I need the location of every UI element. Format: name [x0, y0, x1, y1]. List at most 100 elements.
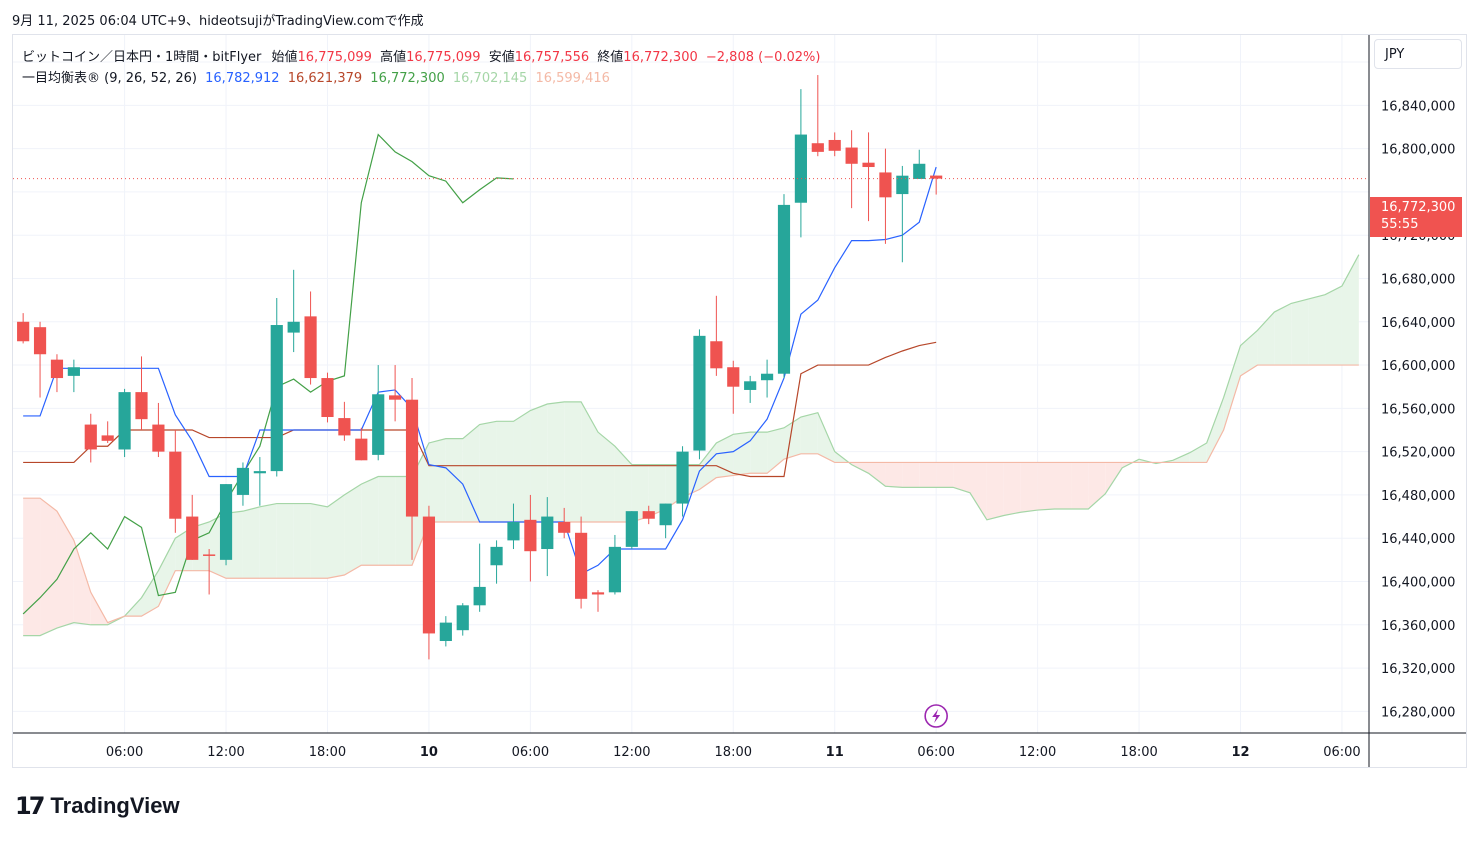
- symbol-name[interactable]: ビットコイン／日本円・1時間・bitFlyer: [22, 50, 262, 65]
- candle-body: [524, 519, 537, 552]
- cloud-segment: [716, 434, 734, 478]
- close-label: 終値: [597, 50, 624, 65]
- cloud-segment: [1054, 462, 1072, 509]
- cloud-segment: [631, 464, 649, 522]
- cloud-segment: [530, 404, 548, 522]
- price-tick-label: 16,560,000: [1381, 402, 1455, 417]
- candle-body: [270, 325, 283, 472]
- change-value: −2,808 (−0.02%): [705, 50, 821, 65]
- candle-body: [608, 546, 622, 593]
- cloud-segment: [564, 401, 582, 522]
- candle-body: [541, 516, 554, 550]
- price-tick-label: 16,480,000: [1381, 489, 1455, 504]
- open-value: 16,775,099: [297, 50, 372, 65]
- cloud-segment: [344, 484, 362, 576]
- currency-selector[interactable]: JPY: [1374, 39, 1462, 69]
- price-tick-label: 16,800,000: [1381, 143, 1455, 158]
- cloud-segment: [598, 432, 615, 522]
- chikou-line: [22, 133, 514, 615]
- candle-body: [862, 162, 875, 168]
- cloud-segment: [378, 476, 396, 566]
- cloud-segment: [767, 427, 784, 474]
- cloud-segment: [1291, 299, 1309, 366]
- cloud-segment: [817, 412, 835, 463]
- price-tick-label: 16,680,000: [1381, 272, 1455, 287]
- last-price-badge: 16,772,300 55:55: [1370, 197, 1462, 237]
- indicator-legend: 一目均衡表® (9, 26, 52, 26) 16,782,912 16,621…: [22, 67, 610, 86]
- candle-body: [236, 467, 250, 495]
- cloud-segment: [1308, 294, 1326, 366]
- price-tick-label: 16,320,000: [1381, 662, 1455, 677]
- cloud-segment: [73, 540, 91, 625]
- candle-body: [118, 392, 131, 450]
- tradingview-logo-icon: 17: [15, 792, 45, 820]
- candle-body: [811, 143, 824, 152]
- candle-body: [253, 471, 266, 474]
- time-tick-label: 06:00: [512, 745, 549, 760]
- cloud-segment: [885, 462, 903, 488]
- candle-body: [507, 521, 520, 541]
- bar-countdown: 55:55: [1381, 217, 1419, 232]
- tradingview-logo-text: TradingView: [50, 793, 180, 818]
- candle-body: [896, 175, 909, 195]
- low-value: 16,757,556: [514, 50, 590, 65]
- time-axis: 06:00 12:00 18:00 10 06:00 12:00 18:00 11 06:00 1…: [13, 732, 1466, 760]
- cloud-segment: [242, 506, 260, 579]
- candle-body: [659, 503, 672, 526]
- candle-body: [355, 438, 368, 461]
- candle-body: [338, 418, 351, 436]
- time-tick-label: 18:00: [1120, 745, 1157, 760]
- candle-body: [828, 139, 841, 151]
- cloud-segment: [1037, 462, 1055, 511]
- candle-body: [591, 592, 605, 595]
- time-tick-label: 12:00: [207, 745, 244, 760]
- last-price-value: 16,772,300: [1381, 200, 1456, 215]
- candle-body: [135, 392, 148, 420]
- candle-body: [456, 605, 469, 631]
- cloud-segment: [1341, 254, 1359, 366]
- candle-body: [405, 399, 419, 517]
- span-b-value: 16,599,416: [535, 71, 610, 86]
- ohlc-legend: ビットコイン／日本円・1時間・bitFlyer 始値16,775,099 高値1…: [22, 46, 820, 65]
- candle-body: [219, 484, 233, 560]
- candlesticks: [17, 75, 943, 660]
- cloud-segment: [310, 503, 328, 579]
- cloud-segment: [902, 462, 920, 488]
- indicator-name[interactable]: 一目均衡表®: [22, 71, 101, 86]
- lightning-icon-bolt: [932, 709, 941, 723]
- price-tick-label: 16,400,000: [1381, 575, 1455, 590]
- cloud-segment: [479, 421, 497, 522]
- lightning-icon[interactable]: [924, 704, 948, 728]
- candle-body: [439, 622, 452, 642]
- price-tick-label: 16,520,000: [1381, 446, 1455, 461]
- time-tick-label: 12:00: [613, 745, 650, 760]
- cloud-segment: [158, 538, 176, 607]
- time-tick-label: 06:00: [1323, 745, 1360, 760]
- cloud-segment: [1257, 312, 1275, 366]
- time-tick-label: 11: [826, 745, 844, 760]
- candle-body: [913, 163, 926, 179]
- candle-body: [693, 335, 706, 451]
- cloud-segment: [259, 503, 277, 579]
- price-tick-label: 16,440,000: [1381, 532, 1455, 547]
- candle-body: [558, 521, 571, 533]
- chart-frame[interactable]: [12, 34, 1467, 768]
- cloud-segment: [1189, 442, 1207, 463]
- price-tick-label: 16,600,000: [1381, 359, 1455, 374]
- candle-body: [101, 435, 114, 441]
- tradingview-logo[interactable]: 17 TradingView: [15, 792, 180, 820]
- price-tick-label: 16,840,000: [1381, 99, 1455, 114]
- chikou-value: 16,772,300: [370, 71, 445, 86]
- candle-body: [777, 204, 791, 374]
- candle-body: [152, 424, 165, 452]
- candle-body: [321, 378, 334, 418]
- price-axis: 16,280,000 16,320,000 16,360,000 16,400,000…: [1368, 35, 1455, 767]
- cloud-segment: [1020, 462, 1038, 513]
- candle-body: [845, 147, 858, 164]
- candle-body: [33, 327, 47, 355]
- candle-body: [879, 172, 892, 198]
- cloud-segment: [919, 462, 937, 488]
- kijun-value: 16,621,379: [287, 71, 363, 86]
- cloud-segment: [1003, 462, 1021, 516]
